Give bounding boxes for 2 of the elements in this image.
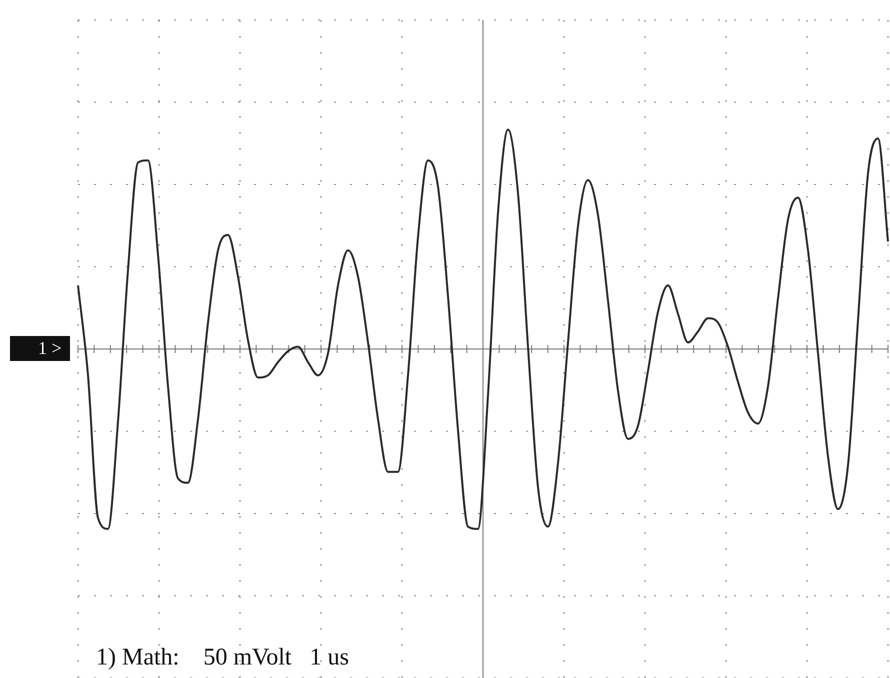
text: 1) Math: 50 mVolt 1 us (96, 644, 349, 670)
text: 1 > (10, 336, 70, 361)
